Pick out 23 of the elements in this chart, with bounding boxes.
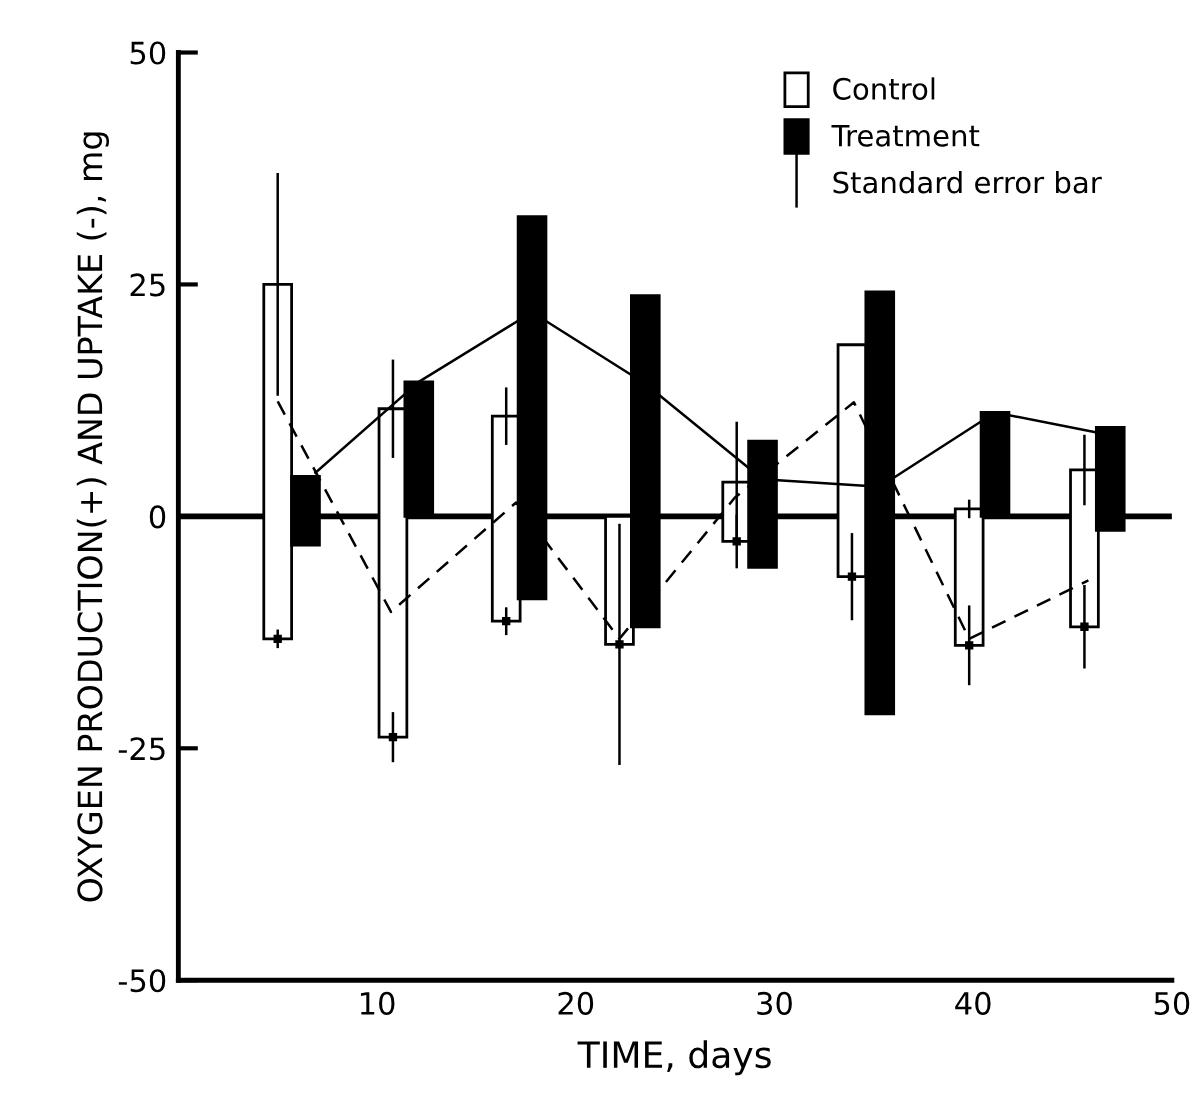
- point: [965, 641, 974, 650]
- legend-label: Control: [833, 77, 935, 100]
- x-tick-label: 10: [360, 991, 395, 1015]
- point: [1080, 622, 1089, 631]
- point: [502, 617, 511, 626]
- point: [732, 537, 741, 546]
- point: [847, 572, 857, 581]
- x-tick-label: 40: [955, 991, 991, 1015]
- annotation: Standard error bar: [833, 170, 1102, 194]
- y-tick-label: 50: [130, 41, 166, 65]
- y-tick-label: -25: [118, 737, 165, 761]
- x-axis-title: TIME, days: [577, 1040, 771, 1076]
- y-tick-label: 0: [149, 505, 166, 529]
- legend-label: Treatment: [831, 125, 980, 147]
- y-tick-label: 25: [130, 273, 165, 297]
- y-axis-title: OXYGEN PRODUCTION(+) AND UPTAKE (-), mg: [76, 132, 109, 902]
- x-tick-label: 50: [1154, 991, 1190, 1015]
- point: [388, 732, 398, 742]
- point: [615, 640, 624, 649]
- x-tick-label: 20: [558, 991, 594, 1015]
- y-tick-label: -50: [118, 969, 166, 993]
- point: [273, 634, 282, 643]
- x-tick-label: 30: [757, 991, 792, 1015]
